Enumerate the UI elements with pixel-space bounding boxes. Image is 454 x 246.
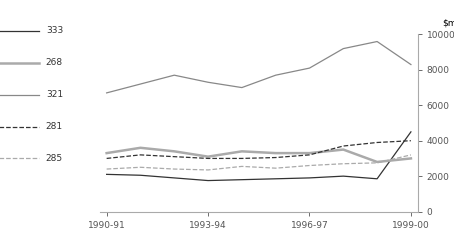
Text: 321: 321: [46, 90, 63, 99]
Text: $m: $m: [442, 18, 454, 27]
Text: 281: 281: [46, 122, 63, 131]
Text: 333: 333: [46, 26, 63, 35]
Text: 285: 285: [46, 154, 63, 163]
Text: 268: 268: [46, 58, 63, 67]
